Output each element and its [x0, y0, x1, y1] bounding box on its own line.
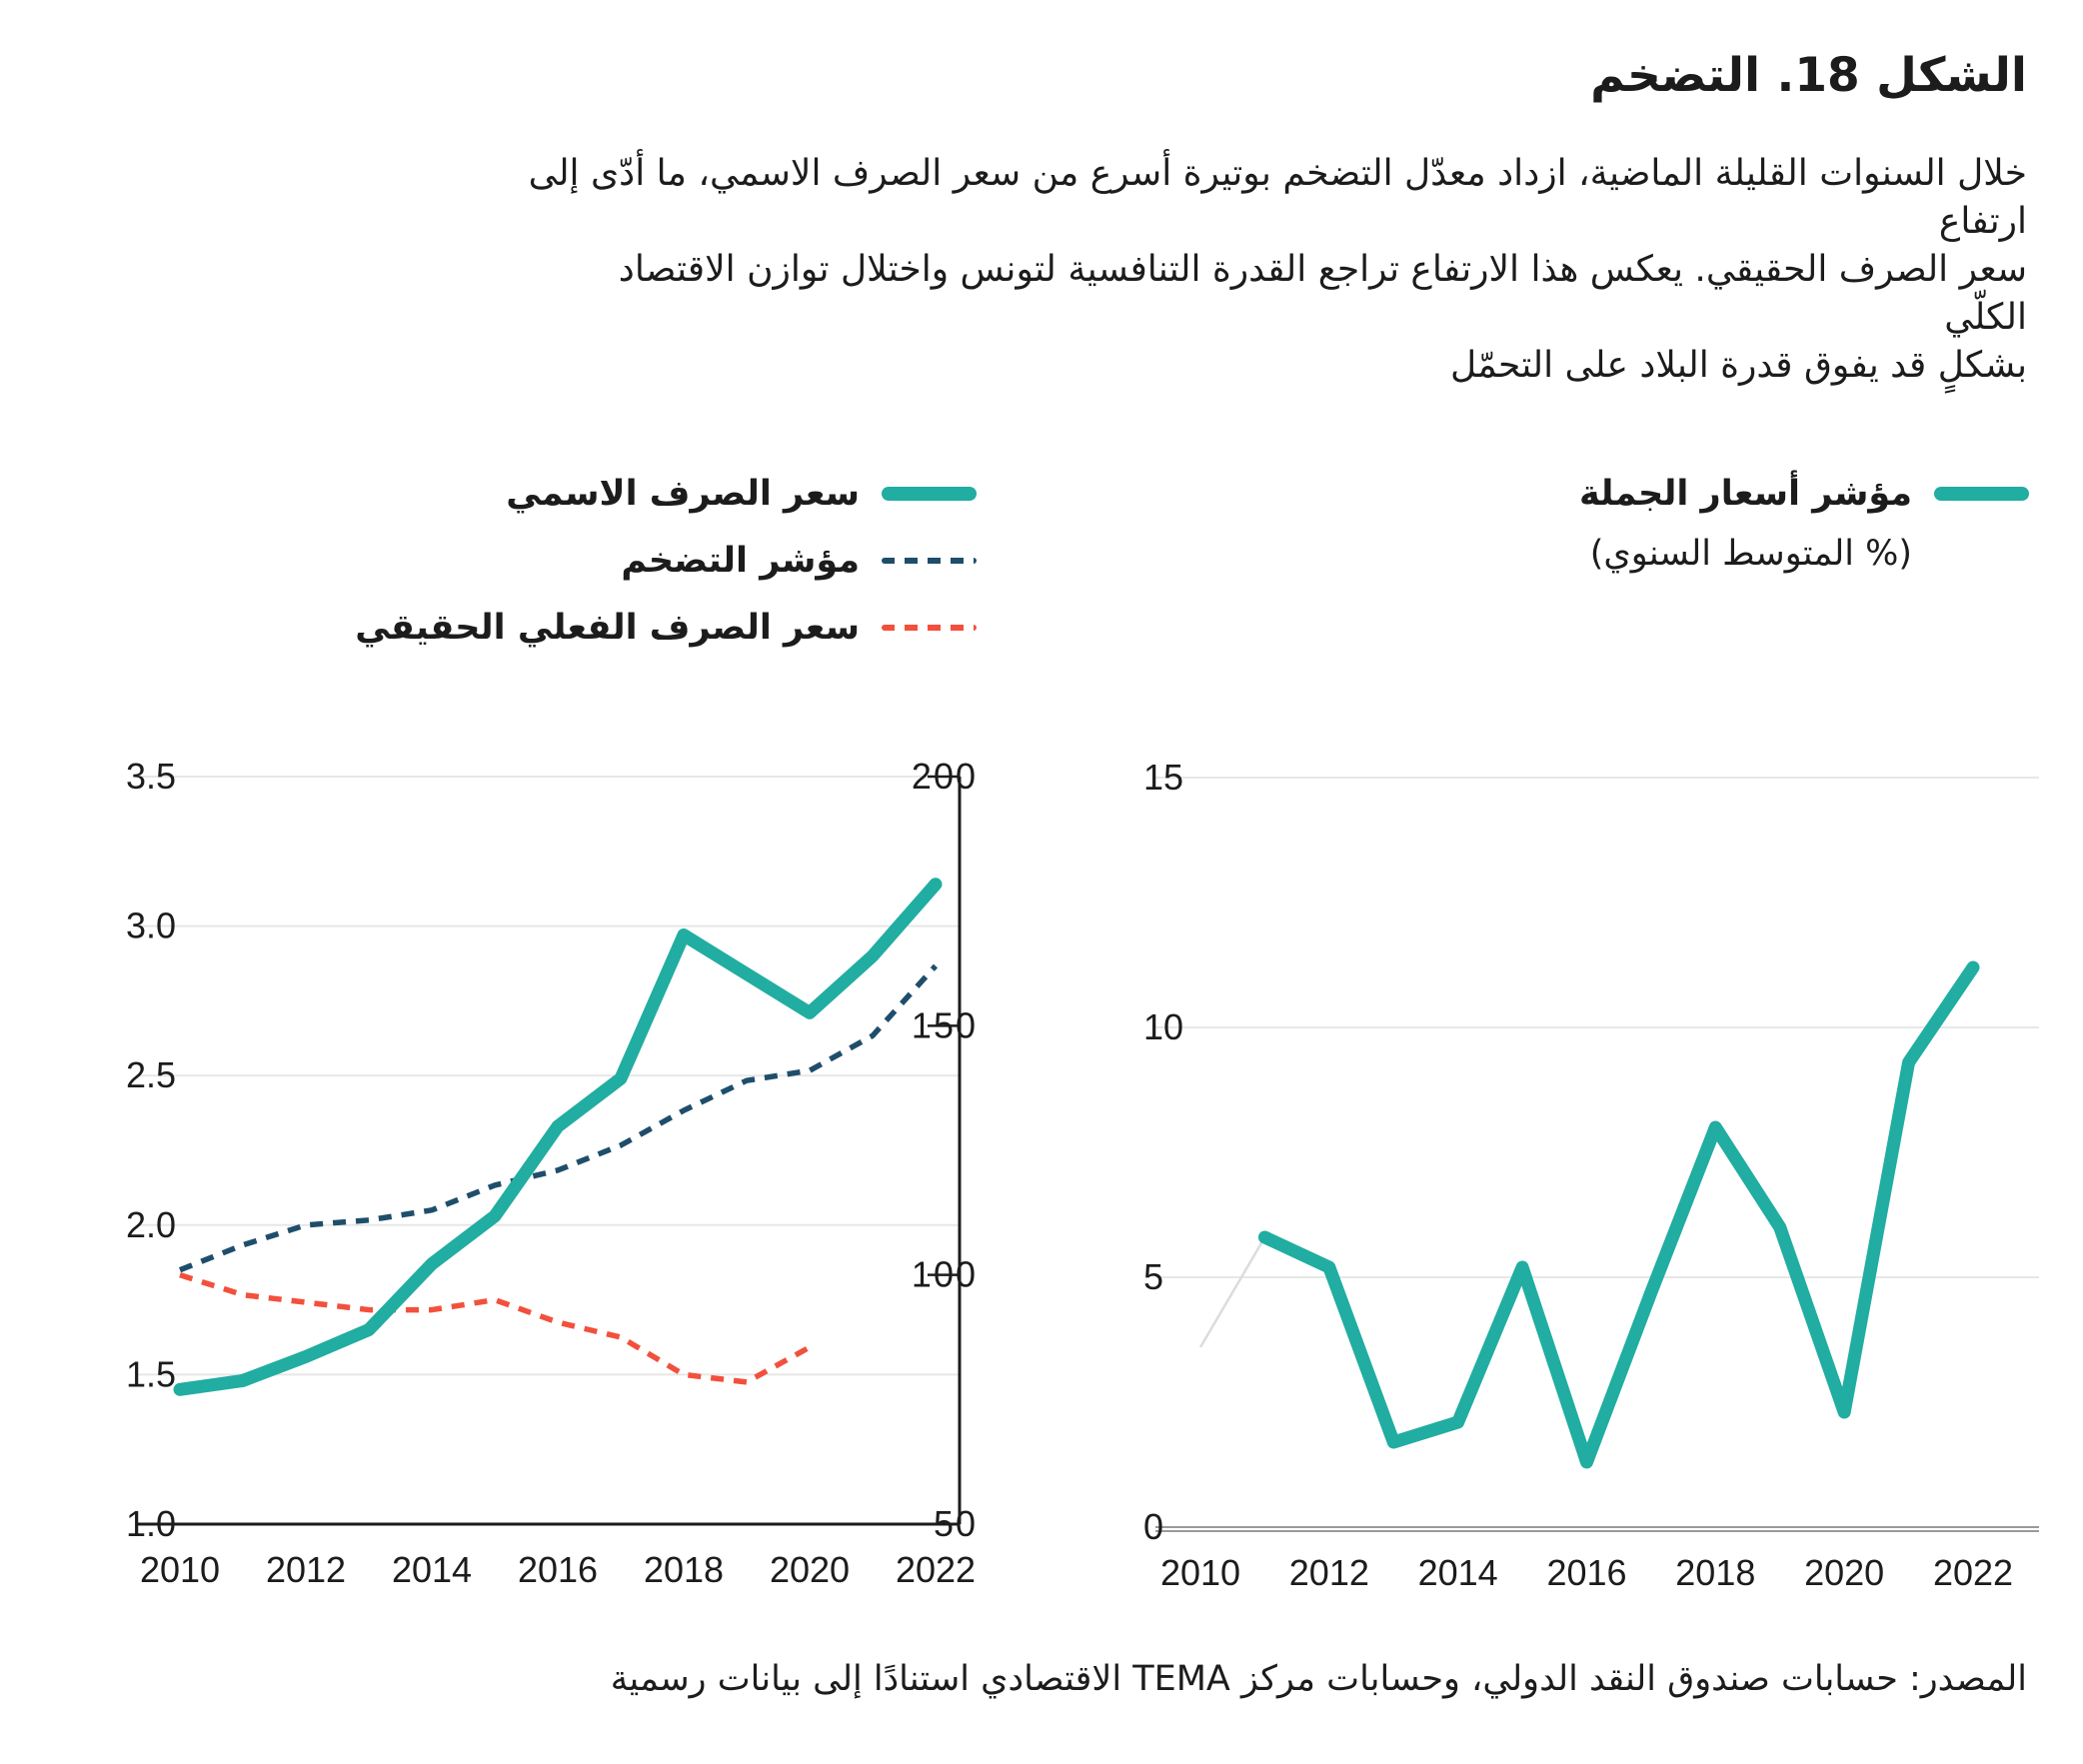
series-0-line — [1257, 960, 1980, 1469]
x-axis-label: 2018 — [1675, 1552, 1755, 1593]
left-axis-label: 1.5 — [126, 1353, 176, 1394]
y-axis-label: 5 — [1143, 1256, 1163, 1297]
x-axis-label: 2020 — [770, 1549, 850, 1590]
x-axis-label: 2010 — [1160, 1552, 1240, 1593]
left-axis-label: 1.0 — [126, 1503, 176, 1544]
legend-row-inflation: مؤشر التضخم — [621, 541, 977, 581]
legend-row-nominal: سعر الصرف الاسمي — [506, 474, 977, 514]
x-axis-label: 2022 — [1933, 1552, 2013, 1593]
teal-line-swatch — [1934, 487, 2029, 501]
figure-description: خلال السنوات القليلة الماضية، ازداد معدّ… — [528, 153, 2027, 386]
x-axis-label: 2020 — [1804, 1552, 1884, 1593]
series-0-line — [173, 878, 943, 1396]
legend-right-row: مؤشر أسعار الجملة — [1579, 474, 2029, 514]
red-dashed-swatch — [882, 625, 977, 631]
x-axis-label: 2016 — [518, 1549, 598, 1590]
x-axis-label: 2014 — [1418, 1552, 1498, 1593]
source-note: المصدر: حسابات صندوق النقد الدولي، وحساب… — [610, 1659, 2027, 1699]
x-axis-label: 2022 — [896, 1549, 976, 1590]
right-chart-svg: 0 5 10 15 2010 2012 2014 2016 2018 2020 2022 — [1143, 757, 2039, 1593]
teal-line-swatch — [882, 487, 977, 501]
left-chart-svg: 1.0 1.5 2.0 2.5 3.0 3.5 50 100 150 200 2010 2012 201… — [126, 756, 978, 1590]
legend-row-reer: سعر الصرف الفعلي الحقيقي — [355, 608, 977, 648]
navy-dashed-swatch — [882, 558, 977, 564]
x-axis-label: 2016 — [1546, 1552, 1626, 1593]
legend-right: مؤشر أسعار الجملة (% المتوسط السنوي) — [1579, 474, 2029, 574]
x-axis-label: 2010 — [140, 1549, 220, 1590]
right-axis-label: 50 — [934, 1503, 978, 1544]
y-axis-label: 10 — [1143, 1006, 1183, 1047]
legend-label-inflation: مؤشر التضخم — [621, 541, 860, 581]
x-axis-label: 2018 — [644, 1549, 724, 1590]
legend-label-nominal: سعر الصرف الاسمي — [506, 474, 860, 514]
legend-left: سعر الصرف الاسمي مؤشر التضخم سعر الصرف ا… — [355, 474, 977, 648]
left-axis-label: 2.5 — [126, 1054, 176, 1095]
series-1-line — [178, 963, 939, 1273]
left-axis-label: 3.5 — [126, 756, 176, 797]
x-axis-label: 2014 — [392, 1549, 472, 1590]
ghost-segment — [1198, 1236, 1266, 1348]
legend-label-reer: سعر الصرف الفعلي الحقيقي — [355, 608, 860, 648]
right-axis-label: 100 — [912, 1254, 978, 1295]
legend-right-sublabel: (% المتوسط السنوي) — [1589, 534, 1912, 574]
right-axis-label: 200 — [912, 756, 978, 797]
left-axis-label: 2.0 — [126, 1204, 176, 1245]
left-axis-label: 3.0 — [126, 905, 176, 946]
left-chart-gridlines — [138, 776, 960, 1376]
legend-right-label: مؤشر أسعار الجملة — [1579, 474, 1912, 514]
y-axis-label: 15 — [1143, 757, 1183, 798]
figure-title: الشكل 18. التضخم — [1590, 48, 2027, 103]
y-axis-label: 0 — [1143, 1506, 1163, 1547]
x-axis-label: 2012 — [1289, 1552, 1369, 1593]
x-axis-label: 2012 — [266, 1549, 346, 1590]
right-axis-label: 150 — [912, 1004, 978, 1045]
